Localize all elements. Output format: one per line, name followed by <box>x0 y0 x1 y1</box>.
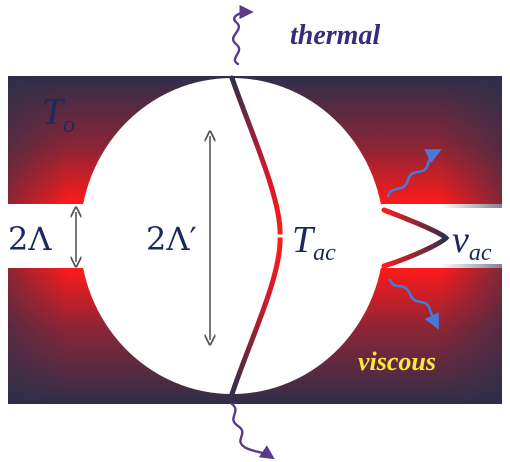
v-ac-main: v <box>452 219 469 261</box>
pore-chamber <box>80 78 384 394</box>
v-ac-label: vac <box>452 219 492 266</box>
two-lambda-prime-label: 2Λ′ <box>146 220 197 258</box>
v-ac-sub: ac <box>469 240 492 266</box>
t-ac-main: T <box>292 219 316 261</box>
thermal-wave-bottom-icon <box>230 402 275 460</box>
thermal-label: thermal <box>290 20 380 51</box>
t-ac-label: Tac <box>292 219 336 266</box>
thermal-wave-top-icon <box>231 4 254 66</box>
viscous-label: viscous <box>358 347 436 376</box>
t-ac-sub: ac <box>313 240 336 266</box>
two-lambda-label: 2Λ <box>8 220 52 258</box>
viscous-wave-upper-icon <box>386 149 442 198</box>
viscous-wave-lower-icon <box>388 278 439 330</box>
viscous-profile-curve <box>381 207 450 269</box>
t-o-main: T <box>42 91 66 133</box>
t-o-sub: o <box>63 112 75 138</box>
t-o-label: To <box>42 91 75 138</box>
